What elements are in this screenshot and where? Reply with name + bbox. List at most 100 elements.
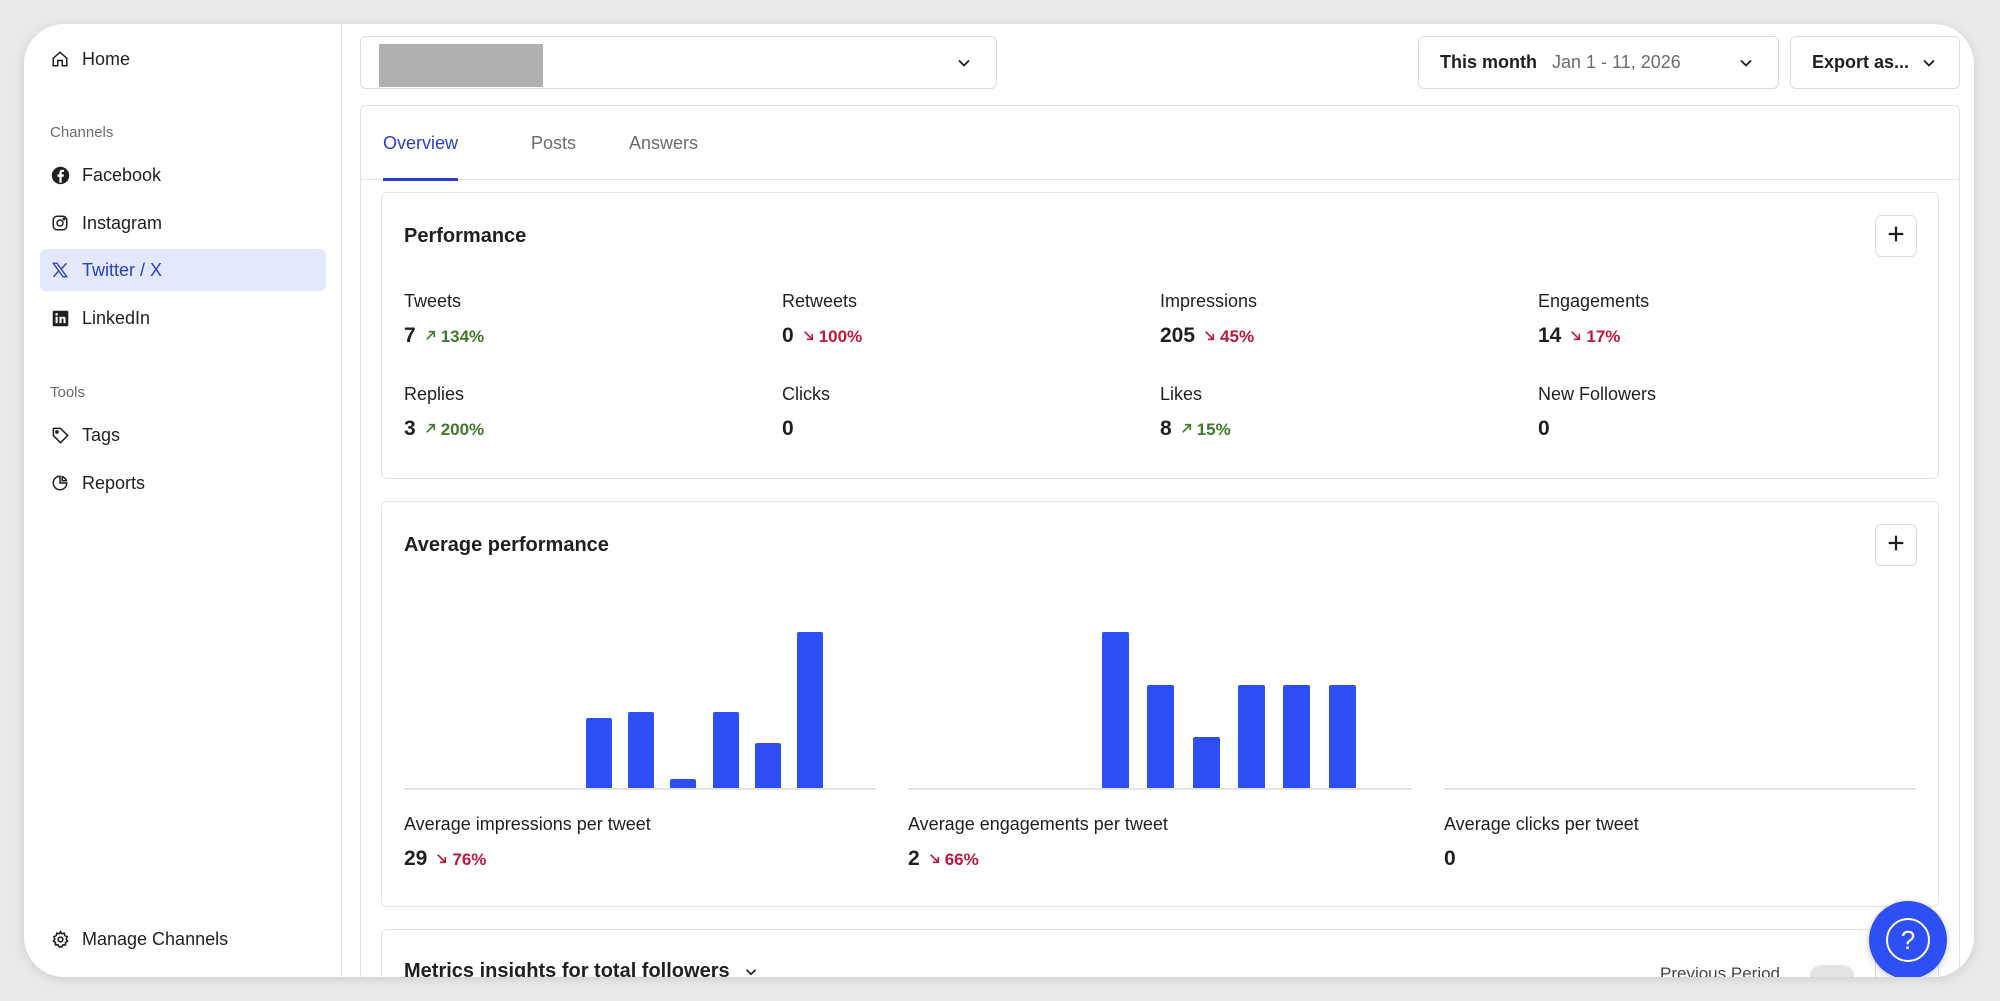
insights-title: Metrics insights for total followers (404, 960, 730, 977)
metric-value: 2 (908, 847, 920, 870)
x-icon (50, 260, 70, 280)
metric-label: Retweets (782, 291, 858, 311)
chart-bar[interactable] (1328, 685, 1356, 788)
chart-baseline (1444, 788, 1916, 790)
metric-change: 200% (424, 420, 484, 440)
tab-answers[interactable]: Answers (629, 132, 699, 153)
metric-change: 45% (1203, 327, 1254, 347)
instagram-icon (50, 213, 70, 233)
chart-bar[interactable] (797, 632, 823, 788)
chart-bar[interactable] (1192, 736, 1220, 788)
metric-change-value: 200% (440, 420, 485, 439)
metrics-insights-card: Metrics insights for total followers Pre… (381, 929, 1939, 977)
chart-bar[interactable] (586, 717, 612, 788)
main-panel: Overview Posts Answers (360, 105, 1960, 977)
metric-replies: Replies 3 200% (404, 384, 484, 441)
metric-change: 66% (928, 850, 979, 870)
trend-up-icon (424, 327, 437, 347)
metric-label: Replies (404, 384, 465, 404)
metric-value: 3 (404, 417, 416, 440)
export-button[interactable]: Export as... (1790, 36, 1960, 89)
metric-impressions: Impressions 205 45% (1160, 291, 1257, 348)
chevron-down-icon (1736, 53, 1756, 78)
tab-bar: Overview Posts Answers (361, 106, 1959, 181)
metric-value: 14 (1538, 324, 1562, 347)
metric-retweets: Retweets 0 100% (782, 291, 862, 348)
metric-value: 0 (1538, 417, 1550, 440)
metric-average-clicks-per-tweet: Average clicks per tweet 0 (1444, 814, 1639, 871)
chevron-down-icon (954, 53, 974, 78)
plus-icon (1885, 223, 1907, 250)
performance-title: Performance (404, 225, 527, 247)
date-range-dropdown[interactable]: This month Jan 1 - 11, 2026 (1418, 36, 1779, 89)
chevron-down-icon (742, 963, 760, 978)
chart-bar[interactable] (712, 711, 739, 788)
trend-up-icon (424, 420, 437, 440)
sidebar-item-label: Home (82, 48, 131, 69)
sidebar-item-reports[interactable]: Reports (40, 462, 326, 504)
previous-period-toggle[interactable] (1810, 965, 1854, 977)
metric-value: 0 (782, 417, 794, 440)
chart-bar[interactable] (670, 778, 697, 788)
add-performance-button[interactable] (1875, 215, 1917, 257)
sidebar-item-label: Reports (82, 472, 146, 493)
trend-down-icon (1569, 327, 1582, 347)
manage-channels-button[interactable]: Manage Channels (40, 918, 326, 960)
tab-overview[interactable]: Overview (383, 106, 459, 181)
export-label: Export as... (1812, 52, 1910, 72)
sidebar-item-label: Manage Channels (82, 928, 229, 949)
chart-bar[interactable] (1283, 685, 1311, 788)
sidebar-item-facebook[interactable]: Facebook (40, 154, 326, 196)
sidebar-item-instagram[interactable]: Instagram (40, 202, 326, 244)
metric-change-value: 134% (440, 327, 485, 346)
add-average-button[interactable] (1875, 524, 1917, 566)
metric-label: Impressions (1160, 291, 1258, 311)
chart-bar[interactable] (1147, 685, 1175, 788)
chart-bar[interactable] (1237, 685, 1265, 788)
metric-change: 100% (802, 327, 862, 347)
metric-change-value: 45% (1220, 327, 1255, 346)
tab-posts[interactable]: Posts (531, 132, 577, 153)
metric-label: Engagements (1538, 291, 1650, 311)
chart-baseline (908, 788, 1412, 790)
sidebar-item-twitter[interactable]: Twitter / X (40, 249, 326, 291)
metric-change: 15% (1180, 420, 1231, 440)
previous-period-label: Previous Period (1660, 964, 1781, 977)
trend-down-icon (928, 850, 941, 870)
linkedin-icon (50, 308, 70, 328)
trend-down-icon (802, 327, 815, 347)
metric-change-value: 17% (1586, 327, 1621, 346)
metric-value: 29 (404, 847, 428, 870)
metric-new-followers: New Followers 0 (1538, 384, 1656, 441)
metric-label: Tweets (404, 291, 462, 311)
chart-bar[interactable] (1102, 632, 1129, 788)
trend-down-icon (1203, 327, 1216, 347)
average-performance-card: Average performance Average impressions … (381, 501, 1939, 907)
metric-value: 0 (782, 324, 794, 347)
sidebar: Home Channels Facebook Instagram Twitter… (24, 24, 342, 977)
help-button[interactable]: ? (1869, 901, 1947, 977)
chart-bar[interactable] (754, 742, 781, 788)
sidebar-item-home[interactable]: Home (40, 38, 326, 80)
metric-likes: Likes 8 15% (1160, 384, 1231, 441)
metric-label: Likes (1160, 384, 1203, 404)
trend-up-icon (1180, 420, 1193, 440)
metric-change: 134% (424, 327, 484, 347)
performance-card: Performance Tweets 7 134% Retweets 0 100% Impr… (381, 192, 1939, 479)
app-window: Home Channels Facebook Instagram Twitter… (24, 24, 1974, 977)
chart-bar[interactable] (628, 711, 655, 788)
date-preset-label: This month (1440, 52, 1537, 72)
metric-change-value: 15% (1196, 420, 1231, 439)
metric-label: Clicks (782, 384, 830, 404)
question-icon: ? (1886, 918, 1930, 962)
sidebar-item-label: Tags (82, 424, 121, 445)
insights-title-dropdown[interactable]: Metrics insights for total followers (404, 960, 760, 977)
metric-value: 205 (1160, 324, 1196, 347)
sidebar-item-linkedin[interactable]: LinkedIn (40, 297, 326, 339)
trend-down-icon (435, 850, 448, 870)
page-selector-dropdown[interactable] (360, 36, 997, 89)
gear-icon (50, 929, 70, 949)
metric-engagements: Engagements 14 17% (1538, 291, 1649, 348)
sidebar-item-tags[interactable]: Tags (40, 414, 326, 456)
chart-baseline (404, 788, 876, 790)
